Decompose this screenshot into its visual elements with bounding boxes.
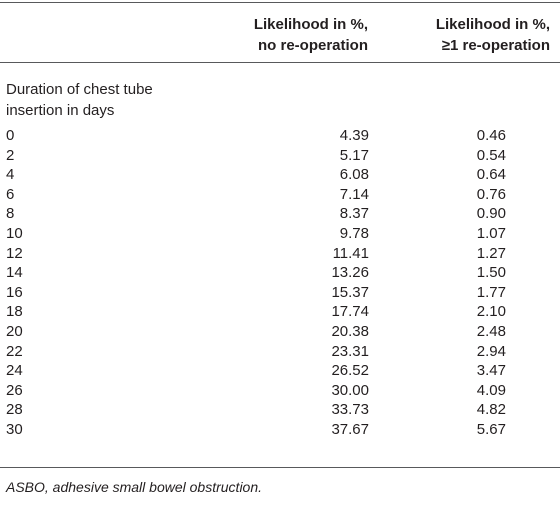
- cell-reoperation: 0.54: [476, 146, 506, 164]
- table-row: 10 9.78 1.07: [0, 224, 560, 244]
- cell-reoperation: 4.82: [476, 401, 506, 419]
- cell-reoperation: 4.09: [476, 381, 506, 399]
- table-row: 28 33.73 4.82: [0, 400, 560, 420]
- table-row: 24 26.52 3.47: [0, 361, 560, 381]
- table-bottom-rule: [0, 467, 560, 468]
- cell-reoperation: 1.50: [476, 264, 506, 282]
- cell-days: 0: [6, 127, 15, 144]
- cell-reoperation: 2.48: [476, 322, 506, 340]
- cell-reoperation: 0.46: [476, 127, 506, 144]
- cell-reoperation: 5.67: [476, 420, 506, 438]
- cell-no-reoperation: 11.41: [332, 244, 369, 262]
- cell-no-reoperation: 30.00: [331, 381, 369, 399]
- cell-no-reoperation: 6.08: [339, 166, 369, 184]
- table-body: 0 4.39 0.46 2 5.17 0.54 4 6.08 0.64 6 7.14 0.76 8 8.3…: [0, 126, 560, 440]
- header-reoperation: Likelihood in %, ≥1 re-operation: [330, 14, 550, 56]
- cell-no-reoperation: 17.74: [331, 303, 369, 321]
- cell-days: 24: [6, 362, 23, 380]
- cell-no-reoperation: 13.26: [331, 264, 369, 282]
- cell-reoperation: 1.27: [476, 244, 506, 262]
- cell-days: 26: [6, 381, 23, 399]
- cell-reoperation: 0.76: [476, 185, 506, 203]
- header-no-reoperation-line-2: no re-operation: [257, 37, 368, 54]
- cell-days: 20: [6, 322, 23, 340]
- table-row: 8 8.37 0.90: [0, 204, 560, 224]
- cell-days: 12: [6, 244, 23, 262]
- table-row: 12 11.41 1.27: [0, 244, 560, 264]
- cell-days: 8: [6, 205, 15, 223]
- cell-reoperation: 1.77: [476, 283, 506, 301]
- header-no-reoperation-line-1: Likelihood in %,: [253, 16, 368, 33]
- cell-days: 22: [6, 342, 23, 360]
- cell-reoperation: 1.07: [476, 224, 506, 242]
- table-row: 2 5.17 0.54: [0, 146, 560, 166]
- table-top-rule: [0, 2, 560, 3]
- cell-reoperation: 2.10: [476, 303, 506, 321]
- table-header-rule: [0, 62, 560, 63]
- cell-days: 4: [6, 166, 15, 184]
- table-row: 22 23.31 2.94: [0, 342, 560, 362]
- cell-days: 18: [6, 303, 23, 321]
- table-row: 14 13.26 1.50: [0, 263, 560, 283]
- table-row: 20 20.38 2.48: [0, 322, 560, 342]
- header-reoperation-line-1: Likelihood in %,: [435, 16, 550, 33]
- cell-reoperation: 3.47: [476, 362, 506, 380]
- table-row: 6 7.14 0.76: [0, 185, 560, 205]
- table-row: 26 30.00 4.09: [0, 381, 560, 401]
- cell-days: 14: [6, 264, 23, 282]
- row-group-label: Duration of chest tube insertion in days: [6, 79, 206, 121]
- cell-days: 2: [6, 146, 15, 164]
- cell-reoperation: 0.64: [476, 166, 506, 184]
- cell-no-reoperation: 8.37: [339, 205, 369, 223]
- cell-no-reoperation: 33.73: [331, 401, 369, 419]
- table-footnote: ASBO, adhesive small bowel obstruction.: [6, 479, 263, 495]
- table-row: 16 15.37 1.77: [0, 283, 560, 303]
- cell-days: 16: [6, 283, 23, 301]
- row-group-label-line-1: Duration of chest tube: [6, 81, 153, 98]
- cell-no-reoperation: 4.39: [339, 127, 369, 144]
- cell-no-reoperation: 7.14: [339, 185, 369, 203]
- table-row: 4 6.08 0.64: [0, 165, 560, 185]
- cell-no-reoperation: 5.17: [339, 146, 369, 164]
- cell-days: 28: [6, 401, 23, 419]
- cell-no-reoperation: 26.52: [331, 362, 369, 380]
- table-row: 0 4.39 0.46: [0, 126, 560, 146]
- cell-no-reoperation: 20.38: [331, 322, 369, 340]
- cell-reoperation: 2.94: [476, 342, 506, 360]
- row-group-label-line-2: insertion in days: [6, 102, 115, 119]
- cell-reoperation: 0.90: [476, 205, 506, 223]
- cell-no-reoperation: 37.67: [331, 420, 369, 438]
- cell-no-reoperation: 15.37: [331, 283, 369, 301]
- table-row: 30 37.67 5.67: [0, 420, 560, 440]
- cell-no-reoperation: 9.78: [339, 224, 369, 242]
- header-no-reoperation: Likelihood in %, no re-operation: [148, 14, 368, 56]
- cell-days: 30: [6, 420, 23, 438]
- table-row: 18 17.74 2.10: [0, 302, 560, 322]
- cell-days: 10: [6, 224, 23, 242]
- cell-days: 6: [6, 185, 15, 203]
- cell-no-reoperation: 23.31: [331, 342, 369, 360]
- header-reoperation-line-2: ≥1 re-operation: [441, 37, 550, 54]
